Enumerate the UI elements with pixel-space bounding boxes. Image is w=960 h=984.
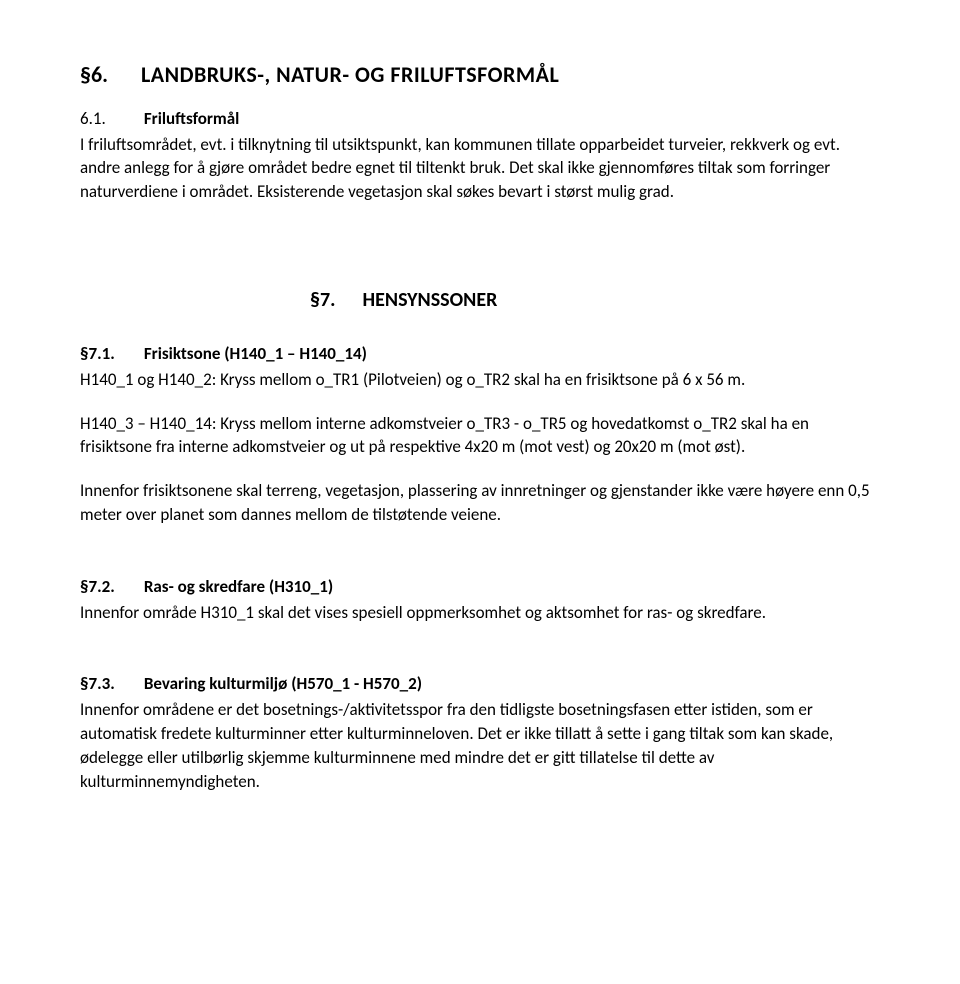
section-7-1-title: Frisiktsone (H140_1 – H140_14): [144, 343, 367, 364]
section-7-1-number: §7.1.: [80, 342, 140, 366]
section-7-3-heading: §7.3. Bevaring kulturmiljø (H570_1 - H57…: [80, 672, 880, 696]
section-7-title: HENSYNSSONER: [363, 288, 498, 312]
section-7-2-heading: §7.2. Ras- og skredfare (H310_1): [80, 575, 880, 599]
section-7-2-title: Ras- og skredfare (H310_1): [144, 576, 333, 597]
section-7-number: §7.: [310, 286, 358, 314]
section-7-2-paragraph-1: Innenfor område H310_1 skal det vises sp…: [80, 601, 880, 625]
section-7-1-paragraph-1: H140_1 og H140_2: Kryss mellom o_TR1 (Pi…: [80, 368, 880, 392]
section-6-1-number: 6.1.: [80, 107, 140, 131]
section-6-heading: §6. LANDBRUKS-, NATUR- OG FRILUFTSFORMÅL: [80, 60, 880, 91]
section-7-3-number: §7.3.: [80, 672, 140, 696]
section-6-number: §6.: [80, 60, 136, 91]
section-7-1-heading: §7.1. Frisiktsone (H140_1 – H140_14): [80, 342, 880, 366]
section-7-1-paragraph-2: H140_3 – H140_14: Kryss mellom interne a…: [80, 412, 880, 460]
section-7-3-title: Bevaring kulturmiljø (H570_1 - H570_2): [144, 673, 422, 694]
section-6-1-title: Friluftsformål: [144, 108, 239, 129]
section-7-3-paragraph-1: Innenfor områdene er det bosetnings-/akt…: [80, 698, 880, 793]
section-6-1-paragraph: I friluftsområdet, evt. i tilknytning ti…: [80, 133, 880, 204]
section-7-1-paragraph-3: Innenfor frisiktsonene skal terreng, veg…: [80, 479, 880, 527]
section-7-2-number: §7.2.: [80, 575, 140, 599]
section-7-heading: §7. HENSYNSSONER: [80, 286, 880, 314]
section-6-1-heading: 6.1. Friluftsformål: [80, 107, 880, 131]
section-6-title: LANDBRUKS-, NATUR- OG FRILUFTSFORMÅL: [141, 61, 559, 88]
